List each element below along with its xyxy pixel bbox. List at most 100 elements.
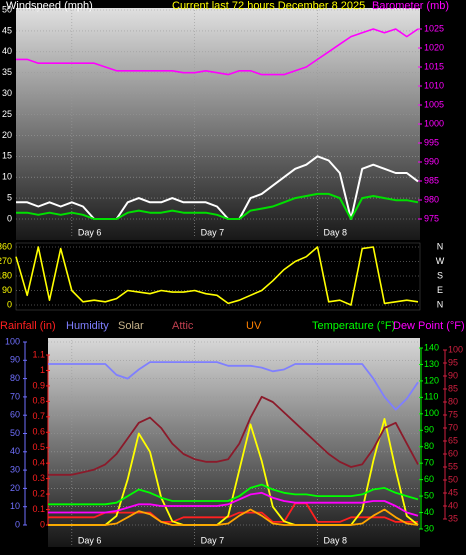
y-tick-label: 0.7 [32, 411, 45, 421]
y-tick-label: 360 [0, 241, 12, 251]
y-tick-label: 10 [2, 172, 12, 182]
x-tick-label: Day 7 [201, 227, 225, 237]
y2-tick-label: 1010 [424, 80, 444, 90]
wind-label: Windspeed (mph) [6, 0, 93, 12]
y-tick-label: 0.9 [32, 380, 45, 390]
y-tick-label: 55 [448, 461, 458, 471]
y-tick-label: 0.8 [32, 396, 45, 406]
chart-title: Current last 72 hours December 8 2025 [172, 0, 365, 12]
compass-label: W [436, 256, 445, 266]
compass-label: E [437, 285, 443, 295]
y-tick-label: 80 [424, 441, 434, 451]
y-tick-label: 10 [10, 501, 20, 511]
legend-entry: Temperature (°F) [312, 320, 395, 332]
y2-tick-label: 985 [424, 175, 439, 185]
y-tick-label: 50 [424, 490, 434, 500]
y-tick-label: 50 [10, 428, 20, 438]
y-tick-label: 30 [424, 523, 434, 533]
series-line [48, 508, 419, 526]
x-tick-label: Day 8 [324, 535, 348, 545]
y-tick-label: 90 [10, 355, 20, 365]
barometer-label: Barometer (mb) [372, 0, 449, 12]
x-tick-label: Day 8 [324, 227, 348, 237]
y-tick-label: 180 [0, 270, 12, 280]
y-tick-label: 95 [448, 357, 458, 367]
y-tick-label: 70 [10, 391, 20, 401]
y-tick-label: 80 [448, 396, 458, 406]
y-tick-label: 70 [448, 422, 458, 432]
y-tick-label: 0 [40, 519, 45, 529]
y-tick-label: 1.1 [32, 349, 45, 359]
y-tick-label: 40 [424, 507, 434, 517]
y2-tick-label: 1000 [424, 118, 444, 128]
legend-entry: Solar [118, 320, 144, 332]
y-tick-label: 60 [448, 448, 458, 458]
y-tick-label: 75 [448, 409, 458, 419]
y-tick-label: 100 [448, 344, 463, 354]
y2-tick-label: 995 [424, 137, 439, 147]
y-tick-label: 90 [448, 370, 458, 380]
wind-panel [16, 8, 420, 240]
y-tick-label: 45 [2, 25, 12, 35]
y-tick-label: 35 [448, 513, 458, 523]
y2-tick-label: 990 [424, 156, 439, 166]
y-tick-label: 50 [2, 4, 12, 14]
x-tick-label: Day 6 [78, 227, 102, 237]
y-tick-label: 40 [2, 46, 12, 56]
y-tick-label: 85 [448, 383, 458, 393]
series-line [48, 502, 418, 523]
y-tick-label: 90 [2, 285, 12, 295]
y2-tick-label: 975 [424, 213, 439, 223]
y-tick-label: 0.6 [32, 427, 45, 437]
series-line [48, 361, 419, 411]
y-tick-label: 0.3 [32, 473, 45, 483]
y-tick-label: 0 [7, 299, 12, 309]
compass-label: N [437, 241, 444, 251]
y-tick-label: 5 [7, 192, 12, 202]
compass-label: N [437, 299, 444, 309]
y-tick-label: 0 [15, 519, 20, 529]
y2-tick-label: 1020 [424, 42, 444, 52]
y-tick-label: 270 [0, 256, 12, 266]
y-tick-label: 90 [424, 425, 434, 435]
y2-tick-label: 1005 [424, 99, 444, 109]
y2-tick-label: 1015 [424, 61, 444, 71]
y-tick-label: 50 [448, 474, 458, 484]
y-tick-label: 140 [424, 342, 439, 352]
y-tick-label: 0.1 [32, 504, 45, 514]
series-line [48, 395, 419, 476]
y-tick-label: 100 [5, 336, 20, 346]
y-tick-label: 1 [40, 365, 45, 375]
x-tick-label: Day 6 [78, 535, 102, 545]
y-tick-label: 110 [424, 392, 438, 402]
compass-label: S [437, 270, 443, 280]
y-tick-label: 20 [10, 483, 20, 493]
y-tick-label: 25 [2, 109, 12, 119]
legend-entry: UV [246, 320, 262, 332]
y-tick-label: 100 [424, 408, 439, 418]
legend-entry: Attic [172, 320, 194, 332]
series-line [16, 192, 419, 220]
y-tick-label: 65 [448, 435, 458, 445]
y-tick-label: 15 [2, 151, 12, 161]
y-tick-label: 80 [10, 373, 20, 383]
y-tick-label: 0 [7, 213, 12, 223]
series-line [15, 246, 419, 306]
series-line [16, 28, 419, 76]
y-tick-label: 30 [10, 464, 20, 474]
y-tick-label: 0.5 [32, 442, 45, 452]
x-tick-label: Day 7 [201, 535, 225, 545]
series-line [48, 483, 419, 506]
y-tick-label: 120 [424, 375, 439, 385]
y-tick-label: 40 [10, 446, 20, 456]
legend-entry: Dew Point (°F) [393, 320, 465, 332]
y-tick-label: 30 [2, 88, 12, 98]
y-tick-label: 40 [448, 500, 458, 510]
legend-entry: Humidity [66, 320, 109, 332]
y-tick-label: 0.2 [32, 488, 45, 498]
series-line [48, 491, 419, 517]
y-tick-label: 60 [424, 474, 434, 484]
y-tick-label: 60 [10, 410, 20, 420]
